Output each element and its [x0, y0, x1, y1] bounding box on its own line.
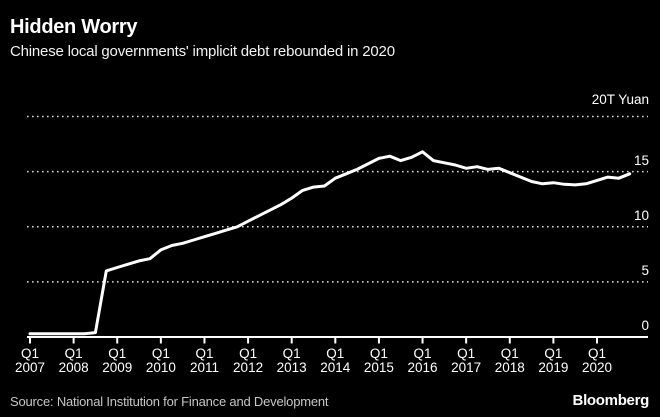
x-tick-label-2020: Q1 2020	[573, 347, 621, 374]
x-tick-year: 2010	[145, 359, 176, 375]
x-tick-label-2018: Q1 2018	[486, 347, 534, 374]
debt-line-series	[28, 150, 632, 336]
x-tick-label-2008: Q1 2008	[50, 347, 98, 374]
x-tick-quarter: Q1	[413, 346, 432, 361]
x-tick-label-2013: Q1 2013	[268, 347, 316, 374]
x-tick-quarter: Q1	[587, 346, 606, 361]
x-tick-label-2014: Q1 2014	[311, 347, 359, 374]
x-tick-year: 2017	[451, 359, 482, 375]
x-tick-label-2017: Q1 2017	[442, 347, 490, 374]
y-tick-label-0: 0	[641, 318, 649, 333]
x-tick-label-2012: Q1 2012	[224, 347, 272, 374]
x-tick-quarter: Q1	[326, 346, 345, 361]
x-tick-label-2009: Q1 2009	[93, 347, 141, 374]
x-tick-label-2010: Q1 2010	[137, 347, 185, 374]
y-tick-label-15: 15	[633, 152, 649, 168]
source-attribution: Source: National Institution for Finance…	[10, 394, 329, 409]
chart-subtitle: Chinese local governments' implicit debt…	[10, 43, 395, 60]
y-tick-label-10: 10	[633, 207, 649, 223]
x-tick-year: 2018	[494, 359, 525, 375]
x-tick-year: 2013	[276, 359, 307, 375]
x-tick-quarter: Q1	[151, 346, 170, 361]
x-tick-quarter: Q1	[195, 346, 214, 361]
x-tick-quarter: Q1	[369, 346, 388, 361]
x-tick-quarter: Q1	[544, 346, 563, 361]
x-tick-quarter: Q1	[108, 346, 127, 361]
x-tick-quarter: Q1	[457, 346, 476, 361]
x-tick-label-2011: Q1 2011	[180, 347, 228, 374]
bloomberg-logo: Bloomberg	[572, 392, 650, 409]
x-tick-quarter: Q1	[64, 346, 83, 361]
x-tick-year: 2020	[581, 359, 613, 375]
x-tick-year: 2014	[320, 359, 351, 375]
x-tick-label-2016: Q1 2016	[399, 347, 447, 374]
y-axis-unit-label: 20T Yuan	[591, 92, 649, 107]
x-tick-quarter: Q1	[239, 346, 258, 361]
x-tick-year: 2008	[58, 359, 89, 375]
y-tick-label-5: 5	[641, 262, 649, 278]
x-tick-quarter: Q1	[282, 346, 301, 361]
x-tick-label-2015: Q1 2015	[355, 347, 403, 374]
x-tick-year: 2007	[14, 359, 46, 375]
x-tick-quarter: Q1	[500, 346, 519, 361]
x-tick-year: 2015	[363, 359, 394, 375]
x-tick-year: 2019	[538, 359, 569, 375]
x-tick-label-2019: Q1 2019	[529, 347, 577, 374]
x-tick-year: 2012	[233, 359, 264, 375]
x-tick-year: 2009	[102, 359, 133, 375]
x-tick-label-2007: Q1 2007	[6, 347, 54, 374]
x-tick-year: 2011	[189, 359, 219, 375]
chart-title: Hidden Worry	[10, 16, 138, 38]
x-tick-quarter: Q1	[20, 346, 39, 361]
x-tick-year: 2016	[407, 359, 438, 375]
